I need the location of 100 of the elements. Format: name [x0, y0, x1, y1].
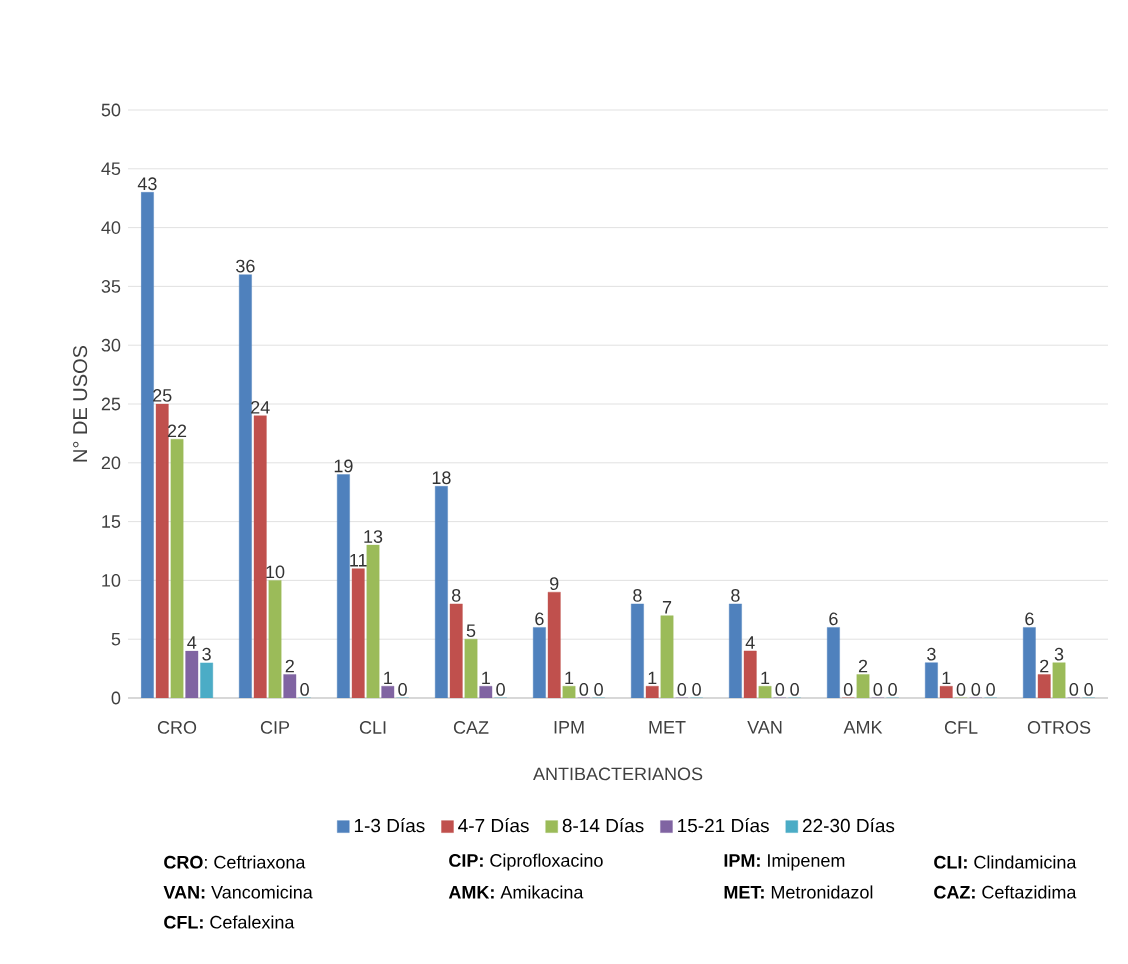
legend-label: 22-30 Días	[802, 818, 895, 833]
data-label: 1	[942, 671, 951, 685]
data-label: 3	[202, 647, 211, 661]
data-label: 1	[761, 671, 770, 685]
data-label: 19	[334, 459, 353, 473]
data-label: 0	[986, 683, 995, 696]
data-label: 4	[745, 636, 755, 649]
data-label: 6	[829, 612, 838, 626]
x-axis-title: ANTIBACTERIANOS	[533, 767, 703, 781]
bar	[141, 192, 154, 698]
text: CIP: Ciprofloxacino	[449, 853, 603, 871]
x-tick-label: IPM	[554, 721, 584, 734]
data-label: 0	[692, 683, 701, 696]
data-label: 0	[843, 683, 853, 696]
data-label: 8	[731, 588, 740, 602]
data-label: 5	[466, 624, 476, 638]
data-label: 0	[971, 683, 981, 696]
data-label: 0	[594, 683, 603, 696]
data-label: 1	[482, 671, 490, 685]
bar	[631, 603, 644, 698]
data-label: 0	[1069, 683, 1079, 696]
bar	[1023, 627, 1036, 698]
data-label: 43	[137, 177, 157, 191]
data-label: 22	[167, 424, 187, 438]
bar	[827, 627, 840, 698]
bar	[939, 686, 953, 698]
legend-label: 4-7 Días	[458, 818, 529, 833]
bar	[645, 686, 659, 698]
bar	[533, 627, 546, 698]
data-label: 1	[648, 671, 657, 685]
bar	[925, 662, 938, 698]
bar	[729, 603, 742, 698]
x-tick-label: MET	[649, 721, 686, 734]
x-tick-label: OTROS	[1027, 721, 1091, 734]
text: AMK: Amikacina	[448, 885, 584, 899]
y-tick-label: 5	[111, 632, 121, 646]
legend-label: 8-14 Días	[562, 818, 644, 833]
data-label: 0	[956, 683, 966, 696]
data-label: 10	[266, 565, 285, 579]
data-label: 0	[775, 683, 785, 696]
y-tick-label: 45	[101, 162, 121, 176]
text: CRO: Ceftriaxona	[164, 855, 306, 869]
legend-label: 15-21 Días	[678, 818, 769, 833]
data-label: 9	[550, 577, 559, 590]
text: MET: Metronidazol	[724, 885, 873, 899]
data-label: 0	[1084, 683, 1093, 696]
x-tick-label: CAZ	[453, 721, 489, 734]
y-tick-label: 50	[101, 103, 121, 117]
bar	[449, 603, 463, 698]
text: IPM: Imipenem	[724, 853, 845, 871]
data-label: 0	[873, 683, 883, 696]
legend-label: 1-3 Días	[354, 818, 425, 833]
data-label: 13	[364, 530, 383, 543]
y-tick-label: 20	[101, 456, 121, 470]
bar	[239, 274, 252, 698]
y-tick-label: 25	[101, 397, 121, 411]
text: VAN: Vancomicina	[163, 885, 313, 899]
data-label: 6	[535, 612, 544, 626]
y-axis-title: N° DE USOS	[73, 345, 88, 462]
y-tick-label: 40	[101, 221, 121, 234]
bar	[253, 415, 267, 698]
text: CFL: Cefalexina	[164, 915, 295, 929]
data-label: 2	[858, 659, 868, 673]
x-tick-label: CFL	[944, 721, 978, 734]
data-label: 3	[927, 647, 936, 661]
y-tick-label: 15	[102, 515, 121, 528]
x-tick-label: VAN	[747, 721, 782, 734]
y-tick-label: 0	[111, 691, 121, 705]
x-tick-label: CLI	[359, 721, 386, 734]
data-label: 18	[432, 471, 451, 485]
bar	[337, 474, 350, 698]
data-label: 0	[888, 683, 897, 696]
y-tick-label: 35	[101, 280, 121, 293]
data-label: 2	[1040, 659, 1049, 673]
data-label: 7	[662, 601, 672, 614]
x-tick-label: CIP	[260, 721, 290, 734]
data-label: 36	[236, 259, 255, 273]
x-tick-label: CRO	[157, 721, 197, 734]
data-label: 0	[496, 683, 505, 696]
data-label: 3	[1054, 647, 1064, 661]
data-label: 0	[579, 683, 589, 696]
y-tick-label: 30	[101, 338, 121, 352]
data-label: 2	[285, 659, 294, 673]
bar	[155, 403, 169, 698]
data-label: 0	[677, 683, 687, 696]
bar	[435, 486, 448, 698]
bar	[547, 591, 561, 698]
bar	[743, 650, 757, 698]
data-label: 0	[398, 683, 407, 696]
data-label: 11	[350, 554, 367, 567]
data-label: 8	[451, 588, 461, 602]
text: CLI: Clindamicina	[934, 855, 1077, 869]
y-tick-label: 10	[102, 574, 121, 587]
data-label: 0	[300, 683, 309, 696]
bar	[1037, 674, 1051, 698]
data-label: 4	[187, 636, 197, 649]
data-label: 8	[633, 588, 642, 602]
bar	[200, 662, 214, 698]
x-tick-label: AMK	[843, 721, 883, 734]
data-label: 1	[384, 671, 392, 685]
